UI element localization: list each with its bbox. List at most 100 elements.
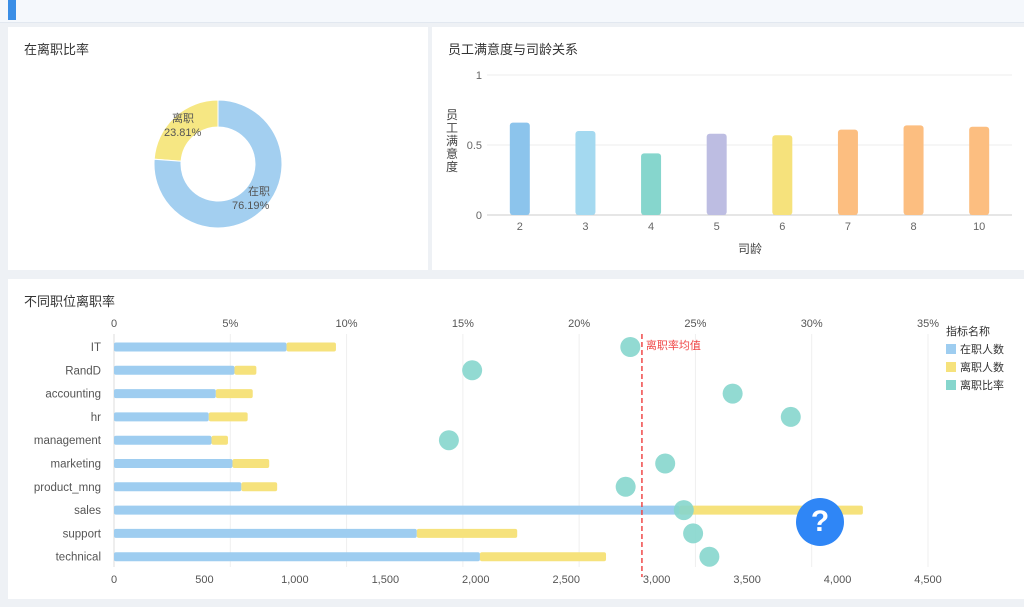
- legend-swatch: [946, 344, 956, 354]
- combo-bottom-tick-label: 1,000: [281, 574, 309, 586]
- top-bar-accent: [8, 0, 16, 20]
- combo-category-label: RandD: [65, 365, 101, 377]
- combo-bar-onjob-management: [114, 435, 212, 445]
- donut-slice-onjob: [153, 99, 283, 229]
- bar-5: [706, 133, 727, 215]
- bar-3: [575, 131, 596, 215]
- combo-category-label: management: [34, 435, 102, 447]
- bar-ylabel-char: 工: [446, 121, 458, 135]
- combo-rate-point-RandD: [462, 360, 483, 381]
- combo-bottom-tick-label: 4,000: [824, 574, 852, 586]
- bar-ylabel-char: 员: [446, 108, 458, 122]
- combo-bar-left-RandD: [234, 365, 257, 375]
- bar-ytick-label: 1: [476, 70, 482, 82]
- position-turnover-chart: 0 5% 10% 15% 20% 25% 30% 35% 0 500 1,000 1,500 2,000…: [34, 318, 1004, 586]
- combo-category-label: IT: [91, 342, 101, 354]
- bar-ytick-label: 0.5: [467, 140, 482, 152]
- combo-category-label: accounting: [45, 389, 101, 401]
- donut-label-onjob-name: 在职: [248, 185, 270, 198]
- combo-bar-onjob-accounting: [114, 389, 216, 399]
- bar-ylabel-char: 意: [446, 146, 458, 161]
- donut-chart: 在职 76.19% 离职 23.81%: [153, 99, 283, 229]
- legend-title: 指标名称: [946, 324, 990, 338]
- combo-rate-point-sales: [673, 500, 694, 521]
- bar-xtick-label: 10: [973, 221, 985, 233]
- bar-xtick-label: 6: [779, 221, 785, 233]
- bar-ytick-label: 0: [476, 210, 482, 222]
- donut-label-onjob-value: 76.19%: [232, 200, 270, 212]
- turnover-ratio-title: 在离职比率: [24, 42, 90, 57]
- combo-rate-point-technical: [699, 546, 720, 567]
- combo-bottom-tick-label: 1,500: [372, 574, 400, 586]
- combo-bottom-tick-label: 2,000: [462, 574, 490, 586]
- combo-bottom-tick-label: 500: [195, 574, 213, 586]
- combo-bottom-tick-label: 3,000: [643, 574, 671, 586]
- combo-category-label: hr: [91, 412, 101, 424]
- combo-bar-onjob-support: [114, 528, 417, 538]
- bar-ylabel-char: 度: [446, 159, 458, 174]
- bar-xtick-label: 8: [911, 221, 917, 233]
- combo-category-label: marketing: [51, 459, 102, 471]
- legend-label: 在职人数: [960, 343, 1004, 356]
- legend-label: 离职人数: [960, 360, 1004, 374]
- combo-bar-onjob-IT: [114, 342, 287, 352]
- legend-label: 离职比率: [960, 378, 1004, 392]
- position-turnover-panel: 不同职位离职率 0 5% 10% 15% 20% 25% 30% 35% 0 500 1,000 1,…: [8, 279, 1024, 599]
- combo-bar-left-IT: [286, 342, 336, 352]
- combo-top-tick-label: 20%: [568, 318, 590, 330]
- combo-bar-left-hr: [208, 412, 248, 422]
- combo-rate-point-hr: [780, 406, 801, 427]
- turnover-ratio-panel: 在离职比率 在职 76.19% 离职 23.81%: [8, 27, 428, 270]
- donut-label-left-name: 离职: [172, 111, 194, 125]
- combo-rate-point-IT: [620, 337, 641, 357]
- combo-bar-left-accounting: [215, 389, 253, 399]
- top-bar: [0, 0, 1024, 23]
- combo-top-tick-label: 25%: [684, 318, 706, 330]
- bar-8: [903, 125, 924, 215]
- bar-xtick-label: 2: [517, 221, 523, 233]
- avg-rate-label: 离职率均值: [646, 338, 701, 352]
- combo-bar-onjob-product_mng: [114, 482, 242, 492]
- bar-6: [772, 135, 793, 215]
- combo-bar-left-support: [416, 528, 518, 538]
- combo-bottom-tick-label: 3,500: [733, 574, 761, 586]
- combo-rate-point-marketing: [655, 453, 676, 474]
- combo-rate-point-product_mng: [615, 476, 636, 497]
- bar-7: [837, 129, 858, 215]
- legend-swatch: [946, 362, 956, 372]
- combo-category-label: product_mng: [34, 482, 101, 494]
- bar-10: [969, 126, 990, 215]
- combo-bar-left-product_mng: [241, 482, 278, 492]
- donut-label-left-value: 23.81%: [164, 127, 202, 139]
- combo-top-tick-label: 15%: [452, 318, 474, 330]
- combo-bar-left-marketing: [232, 459, 270, 468]
- combo-rate-point-management: [438, 430, 459, 451]
- bar-xtick-label: 5: [714, 221, 720, 233]
- bar-xlabel: 司龄: [738, 242, 762, 256]
- combo-bottom-tick-label: 4,500: [914, 574, 942, 586]
- combo-bottom-tick-label: 2,500: [552, 574, 580, 586]
- combo-category-label: support: [63, 528, 102, 540]
- combo-bar-onjob-sales: [114, 505, 680, 515]
- help-button[interactable]: ?: [796, 498, 844, 546]
- bar-xtick-label: 4: [648, 221, 654, 233]
- position-turnover-title: 不同职位离职率: [24, 294, 116, 309]
- satisfaction-tenure-title: 员工满意度与司龄关系: [448, 42, 579, 57]
- combo-bar-onjob-marketing: [114, 459, 233, 468]
- combo-bar-onjob-hr: [114, 412, 209, 422]
- combo-bar-left-management: [211, 435, 228, 445]
- combo-bottom-tick-label: 0: [111, 574, 117, 586]
- combo-top-tick-label: 0: [111, 318, 117, 330]
- bar-2: [509, 122, 530, 215]
- bar-xtick-label: 3: [582, 221, 588, 233]
- combo-bar-onjob-technical: [114, 552, 480, 562]
- combo-rate-point-support: [683, 523, 704, 544]
- legend-swatch: [946, 380, 956, 390]
- combo-top-tick-label: 30%: [801, 318, 823, 330]
- combo-category-label: technical: [56, 552, 101, 564]
- combo-rate-point-accounting: [722, 383, 743, 404]
- combo-top-tick-label: 35%: [917, 318, 939, 330]
- combo-category-label: sales: [74, 505, 101, 517]
- combo-top-tick-label: 10%: [336, 318, 358, 330]
